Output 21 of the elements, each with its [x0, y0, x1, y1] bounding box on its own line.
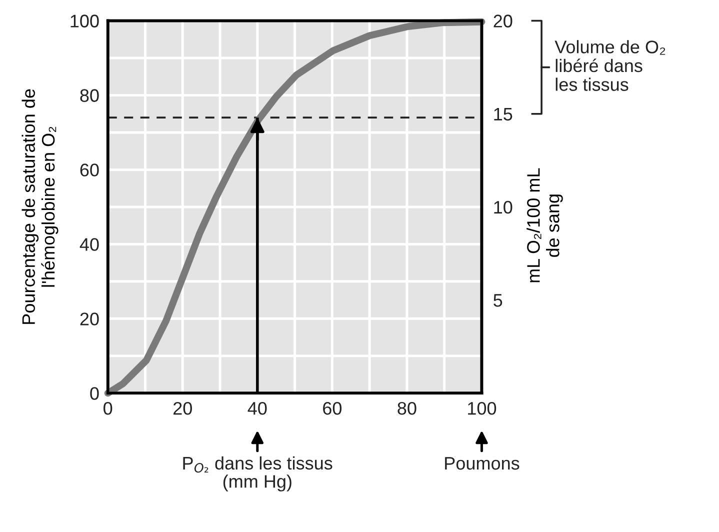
x-tick-label: 0	[104, 402, 112, 415]
x-tick-label: 80	[398, 402, 416, 415]
text: Volume de O₂ libéré dans les tissus	[554, 40, 666, 91]
x-tick-label: 60	[323, 402, 342, 415]
y2-tick-label: 5	[494, 294, 502, 307]
y2-tick-label: 20	[494, 14, 512, 28]
y2-tick-label: 15	[494, 108, 512, 121]
x-tick-label: 100	[468, 402, 496, 415]
y-tick-label: 0	[90, 387, 99, 400]
y-tick-label: 80	[80, 89, 99, 102]
x-tick-label: 40	[248, 402, 267, 415]
annotation: Poumons	[445, 457, 520, 470]
y-tick-label: 100	[70, 14, 99, 28]
y-tick-label: 60	[80, 164, 99, 176]
y-axis-title: Pourcentage de saturation de l'hémoglobine en O₂	[22, 89, 58, 324]
annotation: P$_{O₂}$ dans les tissus (mm Hg)	[183, 456, 332, 492]
y-tick-label: 40	[80, 238, 99, 251]
y-tick-label: 20	[80, 312, 99, 326]
y2-axis-title: mL O₂/100 mL de sang	[526, 168, 563, 282]
x-tick-label: 20	[173, 402, 192, 415]
y2-tick-label: 10	[494, 200, 512, 214]
